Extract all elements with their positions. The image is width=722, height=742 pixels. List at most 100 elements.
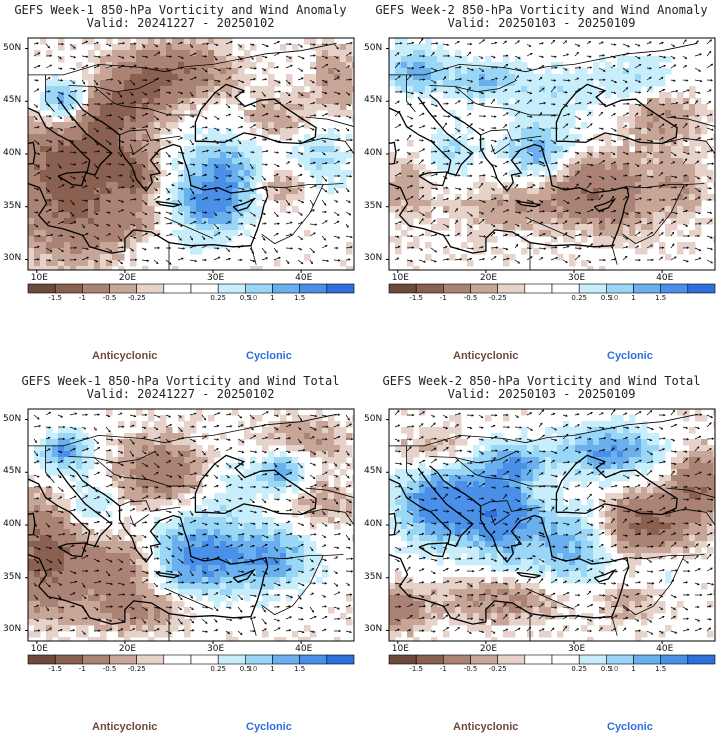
wind-vector-head [156,152,159,155]
vorticity-cell [533,224,540,231]
wind-vector-head [60,128,64,131]
wind-vector-head [146,259,150,262]
wind-vector [321,43,328,46]
vorticity-cell [689,152,696,159]
vorticity-cell [202,146,209,153]
wind-vector [237,66,242,69]
wind-vector [478,127,485,131]
wind-vector [502,221,508,225]
vorticity-cell [184,158,191,165]
vorticity-cell [509,218,516,225]
vorticity-cell [665,110,672,117]
vorticity-cell [154,74,161,81]
vorticity-cell [76,230,83,237]
wind-vector-head [555,222,559,225]
wind-vector [562,187,569,190]
wind-vector [622,112,629,117]
vorticity-cell [226,134,233,141]
wind-vector [81,40,88,45]
wind-vector-head [276,151,280,154]
vorticity-cell [425,242,432,249]
vorticity-cell [226,200,233,207]
wind-vector [454,66,462,69]
wind-vector [333,55,339,59]
vorticity-cell [647,86,654,93]
wind-vector-head [134,258,138,262]
vorticity-cell [665,146,672,153]
vorticity-cell [196,194,203,201]
wind-vector [658,172,663,177]
wind-vector-head [120,174,123,177]
vorticity-cell [425,62,432,69]
vorticity-cell [635,206,642,213]
vorticity-cell [232,68,239,75]
vorticity-cell [58,170,65,177]
vorticity-cell [52,128,59,135]
vorticity-cell [689,194,696,201]
vorticity-cell [653,224,660,231]
vorticity-cell [647,134,654,141]
vorticity-cell [280,122,287,129]
vorticity-cell [677,98,684,105]
vorticity-cell [425,50,432,57]
vorticity-cell [575,134,582,141]
vorticity-cell [244,433,251,440]
vorticity-cell [28,188,35,195]
vorticity-cell [196,182,203,189]
vorticity-cell [130,188,137,195]
vorticity-cell [461,146,468,153]
vorticity-cell [40,176,47,183]
vorticity-cell [268,110,275,117]
vorticity-cell [256,146,263,153]
country-border [406,74,416,113]
vorticity-cell [575,218,582,225]
vorticity-cell [34,176,41,183]
vorticity-cell [443,146,450,153]
vorticity-cell [178,218,185,225]
wind-vector-head [300,237,303,240]
vorticity-cell [202,194,209,201]
vorticity-cell [683,206,690,213]
wind-vector-head [459,66,462,69]
vorticity-cell [268,80,275,87]
wind-vector [33,258,40,261]
vorticity-cell [100,164,107,171]
wind-vector-head [433,81,437,84]
vorticity-cell [503,200,510,207]
wind-vector [321,175,327,182]
vorticity-cell [136,182,143,189]
vorticity-cell [274,116,281,123]
vorticity-cell [635,152,642,159]
wind-vector-head [663,55,667,59]
wind-vector [538,163,546,167]
vorticity-cell [647,236,654,243]
wind-vector-head [603,103,607,106]
vorticity-cell [611,206,618,213]
vorticity-cell [160,44,167,51]
vorticity-cell [635,86,642,93]
vorticity-cell [178,68,185,75]
wind-vector [309,247,315,253]
vorticity-cell [196,212,203,219]
vorticity-cell [112,218,119,225]
wind-vector-head [589,221,593,224]
vorticity-cell [581,158,588,165]
wind-vector [418,247,423,251]
wind-vector-head [119,95,123,98]
vorticity-cell [298,158,305,165]
vorticity-cell [509,206,516,213]
wind-vector-head [399,221,402,224]
vorticity-cell [172,50,179,57]
vorticity-cell [34,134,41,141]
vorticity-cell [58,182,65,189]
wind-vector-head [613,91,617,95]
vorticity-cell [605,92,612,99]
vorticity-cell [214,194,221,201]
vorticity-cell [611,230,618,237]
wind-vector [345,199,351,203]
vorticity-cell [431,68,438,75]
vorticity-cell [274,176,281,183]
wind-vector [153,127,161,130]
wind-vector [646,99,652,105]
wind-vector-head [96,129,99,133]
